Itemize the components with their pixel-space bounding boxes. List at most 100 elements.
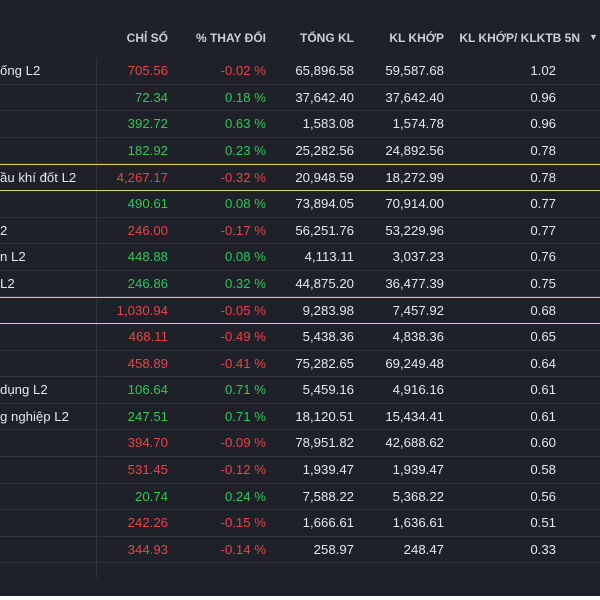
row-index-value: 1,030.94: [116, 303, 168, 319]
row-change-percent: -0.17 %: [220, 222, 266, 238]
table-row[interactable]: 2 246.00 -0.17 % 56,251.76 53,229.96 0.77: [0, 218, 600, 245]
row-change-percent: -0.14 %: [220, 541, 266, 557]
row-total-volume: 4,113.11: [304, 249, 354, 265]
row-index-value: 4,267.17: [116, 170, 168, 186]
row-index-value: 458.89: [127, 355, 168, 371]
row-total-volume: 75,282.65: [295, 355, 354, 371]
row-total-volume: 73,894.05: [295, 195, 354, 211]
table-row[interactable]: 394.70 -0.09 % 78,951.82 42,688.62 0.60: [0, 430, 600, 457]
row-change-percent: 0.32 %: [224, 275, 266, 291]
row-total-volume: 1,666.61: [302, 515, 354, 531]
row-volume-ratio: 0.77: [530, 222, 556, 238]
row-matched-volume: 53,229.96: [385, 222, 444, 238]
table-body: ống L2 705.56 -0.02 % 65,896.58 59,587.68 1.0…: [0, 58, 600, 564]
row-matched-volume: 1,574.78: [392, 116, 444, 132]
col-header-change[interactable]: % THAY ĐỔI: [195, 31, 266, 45]
row-change-percent: -0.41 %: [220, 355, 266, 371]
table-row[interactable]: 242.26 -0.15 % 1,666.61 1,636.61 0.51: [0, 510, 600, 537]
row-name: ầu khí đốt L2: [0, 170, 77, 186]
table-row[interactable]: 468.11 -0.49 % 5,438.36 4,838.36 0.65: [0, 324, 600, 351]
row-name: dụng L2: [0, 382, 48, 398]
row-change-percent: 0.08 %: [224, 249, 266, 265]
row-matched-volume: 36,477.39: [385, 275, 444, 291]
table-row[interactable]: 1,030.94 -0.05 % 9,283.98 7,457.92 0.68: [0, 297, 600, 324]
row-index-value: 531.45: [127, 461, 168, 477]
row-matched-volume: 4,916.16: [392, 382, 444, 398]
table-row[interactable]: 531.45 -0.12 % 1,939.47 1,939.47 0.58: [0, 457, 600, 484]
table-row[interactable]: n L2 448.88 0.08 % 4,113.11 3,037.23 0.76: [0, 244, 600, 271]
col-header-index[interactable]: CHỈ SỐ: [126, 31, 168, 45]
table-row[interactable]: g nghiệp L2 247.51 0.71 % 18,120.51 15,434.4…: [0, 404, 600, 431]
row-index-value: 182.92: [127, 142, 168, 158]
row-volume-ratio: 0.65: [530, 328, 556, 344]
column-divider: [96, 58, 97, 578]
table-row[interactable]: 20.74 0.24 % 7,588.22 5,368.22 0.56: [0, 484, 600, 511]
row-volume-ratio: 0.56: [530, 488, 556, 504]
row-change-percent: 0.24 %: [224, 488, 266, 504]
row-change-percent: 0.71 %: [224, 408, 266, 424]
row-volume-ratio: 0.76: [530, 249, 556, 265]
table-row[interactable]: 458.89 -0.41 % 75,282.65 69,249.48 0.64: [0, 351, 600, 378]
row-index-value: 490.61: [127, 195, 168, 211]
row-volume-ratio: 0.96: [530, 116, 556, 132]
row-change-percent: 0.23 %: [224, 142, 266, 158]
row-volume-ratio: 1.02: [530, 63, 556, 78]
row-matched-volume: 1,636.61: [392, 515, 444, 531]
row-index-value: 394.70: [127, 435, 168, 451]
col-header-matched-volume[interactable]: KL KHỚP: [389, 31, 444, 45]
row-matched-volume: 7,457.92: [392, 303, 444, 319]
table-row[interactable]: ầu khí đốt L2 4,267.17 -0.32 % 20,948.59 18,…: [0, 164, 600, 191]
row-index-value: 242.26: [127, 515, 168, 531]
row-change-percent: -0.15 %: [220, 515, 266, 531]
row-index-value: 468.11: [128, 328, 168, 344]
row-index-value: 106.64: [127, 382, 168, 398]
row-total-volume: 20,948.59: [295, 170, 354, 186]
table-row[interactable]: 182.92 0.23 % 25,282.56 24,892.56 0.78: [0, 138, 600, 165]
row-index-value: 448.88: [127, 249, 168, 265]
row-matched-volume: 248.47: [403, 541, 444, 557]
row-index-value: 247.51: [127, 408, 168, 424]
table-row[interactable]: 392.72 0.63 % 1,583.08 1,574.78 0.96: [0, 111, 600, 138]
row-volume-ratio: 0.68: [530, 303, 556, 319]
sort-down-icon[interactable]: ▼: [589, 32, 598, 42]
row-change-percent: 0.71 %: [224, 382, 266, 398]
row-matched-volume: 18,272.99: [385, 170, 444, 186]
col-header-total-volume[interactable]: TỔNG KL: [300, 31, 354, 45]
row-total-volume: 37,642.40: [295, 89, 354, 105]
row-volume-ratio: 0.96: [530, 89, 556, 105]
row-volume-ratio: 0.78: [530, 170, 556, 186]
col-header-ratio[interactable]: KL KHỚP/ KLKTB 5N: [459, 31, 580, 45]
row-matched-volume: 42,688.62: [385, 435, 444, 451]
row-volume-ratio: 0.77: [530, 195, 556, 211]
row-matched-volume: 4,838.36: [392, 328, 444, 344]
row-change-percent: -0.05 %: [220, 303, 266, 319]
row-volume-ratio: 0.60: [530, 435, 556, 451]
row-volume-ratio: 0.33: [530, 541, 556, 557]
table-row[interactable]: 72.34 0.18 % 37,642.40 37,642.40 0.96: [0, 85, 600, 112]
table-row[interactable]: dụng L2 106.64 0.71 % 5,459.16 4,916.16 0.61: [0, 377, 600, 404]
row-matched-volume: 59,587.68: [385, 63, 444, 78]
table-row[interactable]: ống L2 705.56 -0.02 % 65,896.58 59,587.68 1.0…: [0, 58, 600, 85]
row-volume-ratio: 0.58: [530, 461, 556, 477]
row-volume-ratio: 0.78: [530, 142, 556, 158]
row-matched-volume: 5,368.22: [392, 488, 444, 504]
row-matched-volume: 37,642.40: [385, 89, 444, 105]
row-volume-ratio: 0.61: [530, 408, 556, 424]
row-index-value: 246.00: [127, 222, 168, 238]
table-row[interactable]: 490.61 0.08 % 73,894.05 70,914.00 0.77: [0, 191, 600, 218]
row-total-volume: 1,583.08: [302, 116, 354, 132]
row-index-value: 705.56: [127, 63, 168, 78]
row-matched-volume: 24,892.56: [385, 142, 444, 158]
table-row[interactable]: 344.93 -0.14 % 258.97 248.47 0.33: [0, 537, 600, 564]
row-index-value: 72.34: [134, 89, 168, 105]
row-volume-ratio: 0.75: [530, 275, 556, 291]
row-matched-volume: 1,939.47: [392, 461, 444, 477]
row-change-percent: 0.18 %: [224, 89, 266, 105]
row-change-percent: -0.49 %: [220, 328, 266, 344]
row-volume-ratio: 0.61: [530, 382, 556, 398]
row-change-percent: 0.08 %: [224, 195, 266, 211]
table-row[interactable]: L2 246.86 0.32 % 44,875.20 36,477.39 0.75: [0, 271, 600, 298]
row-name: 2: [0, 222, 8, 238]
row-index-value: 20.74: [134, 488, 168, 504]
